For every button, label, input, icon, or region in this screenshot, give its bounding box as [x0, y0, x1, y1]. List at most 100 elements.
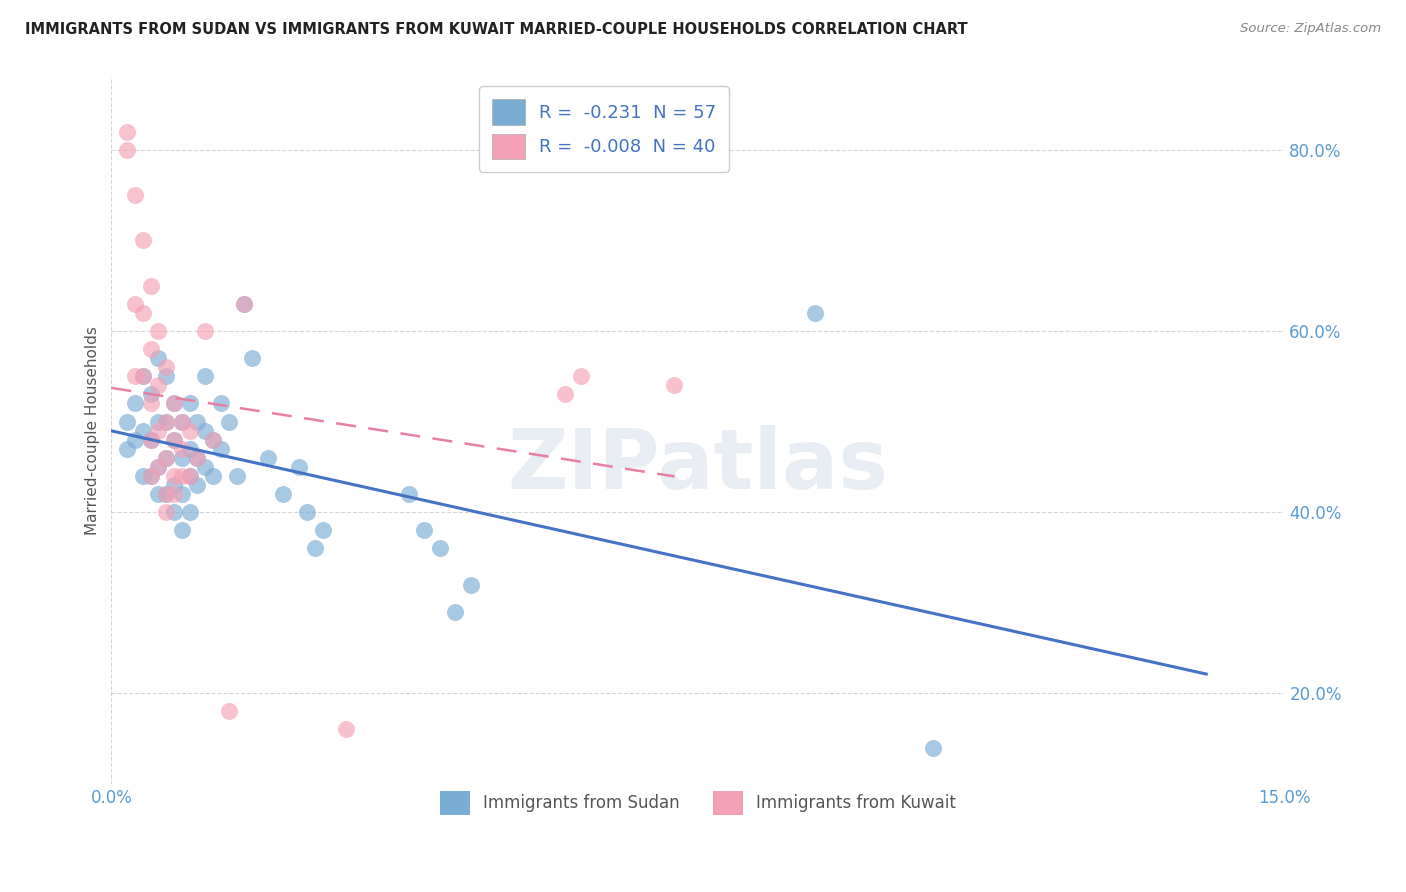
Point	[804, 306, 827, 320]
Point	[170, 450, 193, 465]
Point	[115, 143, 138, 157]
Point	[194, 369, 217, 384]
Point	[155, 360, 177, 375]
Point	[139, 387, 162, 401]
Point	[124, 433, 146, 447]
Point	[218, 704, 240, 718]
Y-axis label: Married-couple Households: Married-couple Households	[86, 326, 100, 535]
Point	[179, 468, 201, 483]
Point	[148, 324, 170, 338]
Point	[202, 433, 225, 447]
Point	[115, 442, 138, 456]
Point	[170, 487, 193, 501]
Point	[295, 505, 318, 519]
Point	[569, 369, 592, 384]
Point	[186, 478, 208, 492]
Point	[155, 450, 177, 465]
Point	[124, 188, 146, 202]
Point	[335, 723, 357, 737]
Point	[131, 234, 153, 248]
Point	[233, 297, 256, 311]
Point	[155, 415, 177, 429]
Point	[209, 442, 232, 456]
Point	[139, 468, 162, 483]
Point	[413, 523, 436, 537]
Point	[139, 278, 162, 293]
Point	[218, 415, 240, 429]
Point	[148, 459, 170, 474]
Point	[288, 459, 311, 474]
Point	[256, 450, 278, 465]
Point	[139, 433, 162, 447]
Point	[163, 468, 186, 483]
Point	[148, 378, 170, 392]
Point	[170, 523, 193, 537]
Legend: Immigrants from Sudan, Immigrants from Kuwait: Immigrants from Sudan, Immigrants from K…	[430, 781, 966, 825]
Point	[170, 415, 193, 429]
Point	[304, 541, 326, 556]
Point	[202, 433, 225, 447]
Point	[155, 505, 177, 519]
Point	[131, 306, 153, 320]
Point	[311, 523, 333, 537]
Point	[186, 415, 208, 429]
Point	[148, 415, 170, 429]
Point	[163, 487, 186, 501]
Point	[194, 324, 217, 338]
Text: Source: ZipAtlas.com: Source: ZipAtlas.com	[1240, 22, 1381, 36]
Point	[139, 433, 162, 447]
Point	[179, 424, 201, 438]
Point	[398, 487, 420, 501]
Point	[131, 369, 153, 384]
Point	[429, 541, 451, 556]
Point	[921, 740, 943, 755]
Point	[155, 487, 177, 501]
Text: IMMIGRANTS FROM SUDAN VS IMMIGRANTS FROM KUWAIT MARRIED-COUPLE HOUSEHOLDS CORREL: IMMIGRANTS FROM SUDAN VS IMMIGRANTS FROM…	[25, 22, 967, 37]
Point	[163, 396, 186, 410]
Point	[273, 487, 295, 501]
Point	[240, 351, 263, 366]
Point	[124, 396, 146, 410]
Point	[139, 396, 162, 410]
Point	[163, 433, 186, 447]
Point	[233, 297, 256, 311]
Point	[170, 442, 193, 456]
Point	[124, 297, 146, 311]
Point	[444, 605, 467, 619]
Point	[155, 415, 177, 429]
Point	[148, 459, 170, 474]
Point	[186, 450, 208, 465]
Point	[170, 468, 193, 483]
Point	[148, 351, 170, 366]
Point	[115, 415, 138, 429]
Point	[155, 450, 177, 465]
Point	[209, 396, 232, 410]
Point	[460, 577, 482, 591]
Point	[148, 424, 170, 438]
Point	[124, 369, 146, 384]
Text: ZIPatlas: ZIPatlas	[508, 425, 889, 507]
Point	[179, 396, 201, 410]
Point	[202, 468, 225, 483]
Point	[225, 468, 247, 483]
Point	[170, 415, 193, 429]
Point	[179, 505, 201, 519]
Point	[554, 387, 576, 401]
Point	[155, 369, 177, 384]
Point	[163, 433, 186, 447]
Point	[139, 468, 162, 483]
Point	[163, 478, 186, 492]
Point	[179, 468, 201, 483]
Point	[664, 378, 686, 392]
Point	[186, 450, 208, 465]
Point	[179, 442, 201, 456]
Point	[131, 468, 153, 483]
Point	[131, 369, 153, 384]
Point	[194, 424, 217, 438]
Point	[194, 459, 217, 474]
Point	[155, 487, 177, 501]
Point	[163, 505, 186, 519]
Point	[139, 342, 162, 356]
Point	[163, 396, 186, 410]
Point	[131, 424, 153, 438]
